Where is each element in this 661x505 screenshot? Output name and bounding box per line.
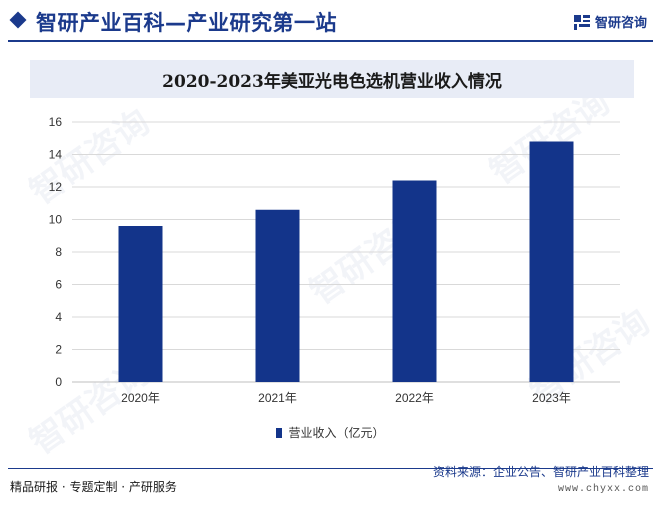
- y-tick-label: 6: [55, 278, 62, 292]
- header: 智研产业百科—产业研究第一站 智研咨询: [0, 0, 661, 44]
- data-source: 资料来源：企业公告、智研产业百科整理: [432, 465, 649, 479]
- x-tick-label: 2020年: [121, 391, 160, 405]
- y-tick-label: 0: [55, 375, 62, 389]
- bar: [255, 209, 300, 382]
- brand-logo-icon: [573, 14, 590, 30]
- chart-title-band: 2020-2023年美亚光电色选机营业收入情况: [30, 60, 634, 98]
- header-title: 智研产业百科—产业研究第一站: [36, 11, 337, 35]
- y-tick-label: 8: [55, 245, 62, 259]
- bar: [392, 180, 437, 382]
- x-tick-label: 2023年: [532, 391, 571, 405]
- bar: [529, 141, 574, 382]
- brand: 智研咨询: [573, 12, 647, 31]
- brand-name: 智研咨询: [594, 16, 647, 31]
- y-tick-label: 2: [55, 343, 62, 357]
- y-tick-label: 10: [49, 213, 63, 227]
- y-tick-label: 16: [49, 115, 63, 129]
- chart-title: 2020-2023年美亚光电色选机营业收入情况: [162, 71, 502, 92]
- website-url: www.chyxx.com: [557, 484, 649, 495]
- footer-divider: [8, 468, 653, 469]
- y-tick-label: 14: [49, 148, 63, 162]
- legend-swatch: [276, 427, 283, 438]
- header-divider: [8, 40, 653, 42]
- x-tick-label: 2021年: [258, 391, 297, 405]
- x-tick-label: 2022年: [395, 391, 434, 405]
- legend-label: 营业收入（亿元）: [288, 426, 385, 440]
- bar: [118, 226, 163, 382]
- y-tick-label: 4: [55, 310, 62, 324]
- footer-services: 精品研报 · 专题定制 · 产研服务: [10, 480, 177, 494]
- y-tick-label: 12: [49, 180, 63, 194]
- legend: 营业收入（亿元）: [0, 424, 661, 441]
